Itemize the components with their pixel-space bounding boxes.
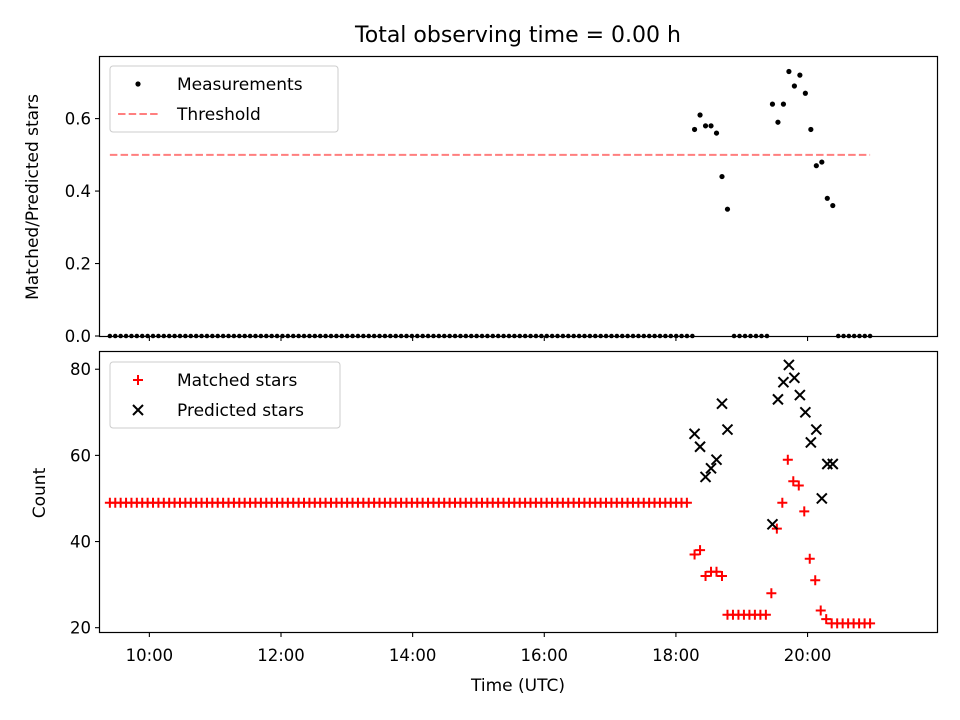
predicted-point	[766, 518, 779, 531]
measurement-point	[775, 119, 781, 125]
matched-point	[788, 476, 799, 487]
matched-point	[711, 566, 722, 577]
x-tick-label: 16:00	[520, 646, 568, 665]
x-tick-label: 12:00	[257, 646, 305, 665]
matched-point	[777, 497, 788, 508]
measurement-point	[786, 68, 792, 75]
predicted-point	[699, 471, 712, 483]
predicted-point	[688, 428, 701, 440]
matched-point	[695, 545, 706, 556]
measurement-point	[808, 126, 814, 133]
legend-measurements-marker	[135, 81, 141, 87]
measurement-point	[819, 159, 825, 165]
measurement-point	[708, 123, 714, 129]
top-panel: 0.0 0.2 0.4 0.6 Matched/Predicted stars Mea…	[23, 55, 939, 346]
bottom-ticks: 20 40 60 80 10:00 12:00 14:00 16:00 18:00 20:00	[70, 360, 831, 665]
predicted-point	[788, 372, 801, 384]
matched-point	[782, 454, 793, 465]
matched-point	[716, 571, 727, 581]
measurement-point	[824, 195, 830, 201]
predicted-point	[777, 376, 790, 388]
predicted-point	[794, 389, 806, 401]
predicted-point	[783, 359, 795, 371]
bottom-panel: 20 40 60 80 10:00 12:00 14:00 16:00 18:00 20:00 C…	[30, 350, 939, 696]
measurement-point	[791, 83, 797, 89]
bottom-y-tick-label: 80	[70, 360, 91, 379]
legend-predicted-label: Predicted stars	[177, 401, 304, 421]
matched-point	[689, 549, 700, 560]
matched-point	[815, 605, 826, 616]
matched-point	[810, 575, 821, 586]
legend-predicted-marker	[132, 404, 144, 416]
measurement-point	[702, 123, 709, 129]
x-axis-label: Time (UTC)	[470, 676, 565, 696]
predicted-point	[799, 406, 812, 419]
predicted-point	[805, 436, 817, 449]
x-tick-label: 18:00	[652, 646, 700, 665]
top-legend-box	[109, 65, 339, 133]
top-legend: Measurements Threshold	[109, 65, 339, 133]
measurement-point	[724, 206, 731, 212]
predicted-point	[716, 397, 728, 410]
predicted-point	[721, 423, 734, 436]
predicted-point	[694, 441, 706, 453]
predicted-point	[772, 393, 784, 406]
bottom-axes-frame	[98, 350, 939, 634]
measurement-point	[713, 130, 720, 136]
matched-point	[681, 497, 692, 508]
bottom-y-tick-label: 60	[70, 446, 91, 465]
predicted-point	[710, 453, 723, 466]
legend-matched-marker	[133, 375, 143, 385]
bottom-plot-layer	[104, 359, 876, 629]
top-y-tick-label: 0.4	[65, 182, 91, 201]
top-y-tick-label: 0.6	[65, 110, 91, 129]
legend-measurements-label: Measurements	[177, 75, 303, 95]
measurement-point	[813, 163, 819, 169]
top-y-tick-label: 0.2	[65, 255, 91, 274]
matched-point	[760, 609, 771, 620]
legend-threshold-label: Threshold	[176, 105, 261, 125]
top-axes-frame	[98, 55, 939, 338]
measurement-point	[802, 90, 808, 96]
matched-point	[865, 618, 876, 629]
bottom-y-axis-label: Count	[30, 467, 50, 518]
predicted-point	[705, 462, 717, 475]
bottom-legend: Matched stars Predicted stars	[109, 361, 341, 429]
x-tick-label: 20:00	[784, 646, 832, 665]
predicted-point	[827, 458, 839, 470]
predicted-point	[810, 423, 823, 436]
legend-matched-label: Matched stars	[177, 371, 297, 391]
x-tick-label: 14:00	[389, 646, 437, 665]
bottom-y-tick-label: 40	[70, 533, 91, 552]
top-plot-layer	[107, 68, 873, 339]
top-y-tick-label: 0.0	[65, 327, 91, 346]
measurement-point	[769, 101, 776, 107]
bottom-y-tick-label: 20	[70, 619, 91, 638]
measurement-point	[830, 202, 836, 209]
matched-point	[821, 614, 832, 625]
top-y-axis-label: Matched/Predicted stars	[23, 94, 43, 300]
matched-point	[804, 553, 815, 564]
x-tick-label: 10:00	[126, 646, 174, 665]
figure-title: Total observing time = 0.00 h	[354, 23, 681, 48]
matched-point	[766, 588, 777, 599]
measurement-point	[697, 112, 703, 118]
bottom-legend-box	[109, 361, 341, 429]
matched-point	[700, 571, 711, 581]
measurement-point	[797, 72, 803, 78]
matched-point	[799, 506, 810, 517]
measurement-point	[780, 101, 787, 107]
top-ticks: 0.0 0.2 0.4 0.6	[65, 110, 809, 346]
measurement-point	[719, 173, 725, 180]
matched-point	[793, 480, 804, 491]
measurement-point	[691, 126, 698, 133]
predicted-point	[816, 492, 828, 505]
